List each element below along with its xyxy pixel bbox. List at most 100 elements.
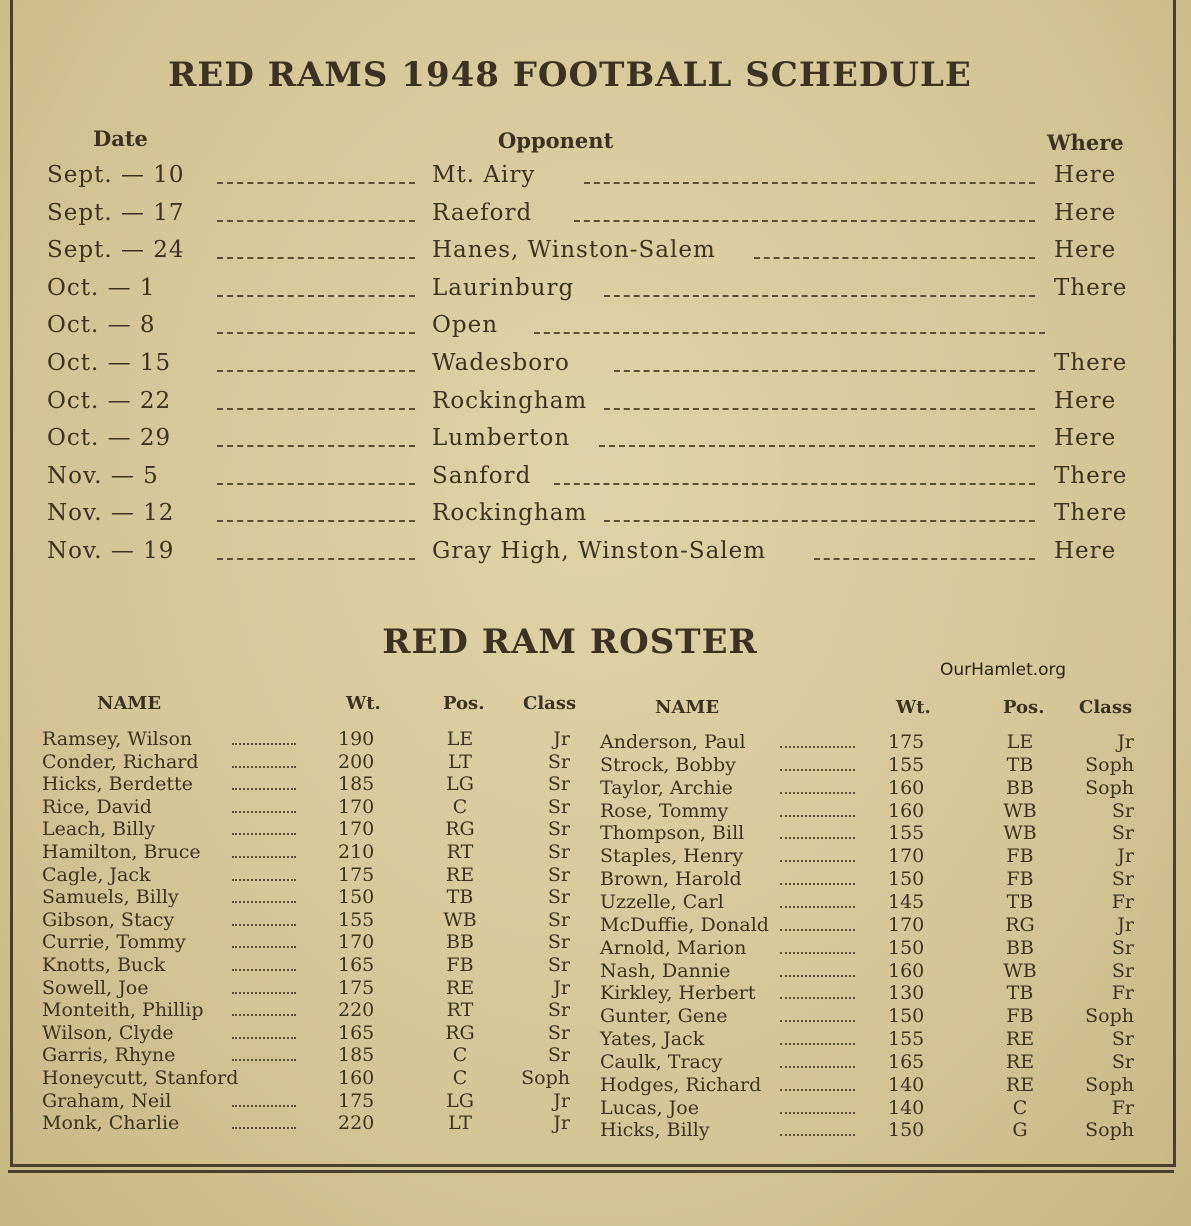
- player-class: Jr: [1117, 731, 1134, 753]
- leader-dots: [780, 974, 855, 977]
- leader-dashes: [554, 482, 1035, 485]
- roster-row: Kirkley, Herbert 130 TB Fr: [0, 982, 1191, 1004]
- header-date: Date: [93, 126, 148, 151]
- player-position: RE: [1005, 1050, 1035, 1073]
- player-weight: 185: [338, 1044, 375, 1067]
- player-position: FB: [1006, 868, 1034, 891]
- leader-dots: [232, 878, 296, 881]
- player-class: Sr: [547, 795, 570, 818]
- player-name: Hicks, Berdette: [42, 773, 193, 796]
- roster-row: Hamilton, Bruce 210 RT Sr: [0, 841, 1191, 863]
- roster-row: McDuffie, Donald 170 RG Jr: [0, 914, 1191, 936]
- player-weight: 155: [888, 1028, 925, 1051]
- roster-row: Uzzelle, Carl 145 TB Fr: [0, 891, 1191, 913]
- leader-dashes: [217, 482, 415, 485]
- player-position: C: [452, 795, 468, 818]
- leader-dots: [232, 991, 296, 994]
- game-date: Oct. — 8: [47, 312, 156, 339]
- header-pos: Pos.: [1003, 697, 1045, 718]
- player-weight: 220: [338, 999, 375, 1022]
- player-weight: 220: [338, 1112, 375, 1135]
- leader-dots: [780, 928, 855, 931]
- game-date: Nov. — 19: [47, 538, 175, 564]
- leader-dashes: [599, 445, 1035, 448]
- game-where: There: [1054, 274, 1128, 301]
- leader-dots: [232, 1014, 296, 1017]
- player-class: Fr: [1111, 890, 1134, 913]
- player-position: RT: [446, 999, 474, 1022]
- game-opponent: Gray High, Winston-Salem: [432, 538, 767, 564]
- player-weight: 200: [338, 750, 375, 773]
- player-name: Rice, David: [42, 795, 152, 818]
- player-name: Arnold, Marion: [600, 936, 747, 959]
- game-where: Here: [1054, 237, 1117, 264]
- player-weight: 155: [338, 908, 375, 931]
- player-class: Sr: [1111, 936, 1134, 959]
- player-position: TB: [1006, 753, 1034, 776]
- leader-dashes: [217, 294, 415, 297]
- player-weight: 175: [338, 976, 375, 999]
- game-where: There: [1054, 462, 1128, 489]
- header-wt: Wt.: [346, 693, 381, 714]
- player-weight: 170: [888, 913, 925, 936]
- player-weight: 150: [888, 1119, 925, 1142]
- player-position: RT: [446, 841, 474, 863]
- player-class: Sr: [547, 954, 570, 976]
- leader-dots: [780, 1065, 855, 1068]
- player-position: G: [1012, 1119, 1028, 1142]
- player-name: Hamilton, Bruce: [42, 841, 201, 863]
- schedule-row: Oct. — 8 Open: [0, 312, 1191, 348]
- player-position: RE: [1005, 1073, 1035, 1096]
- leader-dashes: [217, 182, 415, 184]
- player-name: Rose, Tommy: [600, 799, 729, 822]
- game-where: Here: [1054, 387, 1117, 414]
- player-position: WB: [1003, 959, 1037, 982]
- player-weight: 175: [338, 863, 375, 886]
- game-date: Nov. — 5: [47, 462, 159, 489]
- roster-row: Graham, Neil 175 LG Jr: [0, 1090, 1191, 1112]
- schedule-row: Sept. — 17 Raeford Here: [0, 200, 1191, 236]
- header-class: Class: [523, 693, 577, 714]
- player-weight: 145: [888, 890, 925, 913]
- player-weight: 190: [338, 728, 375, 750]
- game-where: Here: [1054, 538, 1117, 564]
- leader-dots: [780, 791, 855, 794]
- roster-row: Rice, David 170 C Sr: [0, 796, 1191, 818]
- player-class: Jr: [553, 1089, 570, 1112]
- player-class: Jr: [553, 976, 570, 999]
- player-name: Ramsey, Wilson: [42, 728, 193, 750]
- player-weight: 160: [338, 1067, 375, 1089]
- player-name: Monteith, Phillip: [42, 999, 204, 1022]
- leader-dots: [780, 1043, 855, 1046]
- player-class: Sr: [547, 750, 570, 773]
- leader-dashes: [217, 520, 415, 523]
- player-name: Brown, Harold: [600, 868, 742, 891]
- leader-dashes: [217, 332, 415, 335]
- leader-dots: [232, 856, 296, 858]
- roster-row: Ramsey, Wilson 190 LE Jr: [0, 728, 1191, 750]
- leader-dashes: [534, 332, 1045, 335]
- player-position: TB: [1006, 890, 1034, 913]
- player-position: C: [1012, 1096, 1028, 1119]
- leader-dashes: [217, 219, 415, 222]
- roster-row: Hodges, Richard 140 RE Soph: [0, 1074, 1191, 1096]
- player-position: LT: [448, 750, 472, 773]
- player-position: WB: [1003, 822, 1037, 845]
- player-weight: 155: [888, 822, 925, 845]
- player-position: BB: [446, 931, 474, 954]
- player-position: BB: [1006, 936, 1034, 959]
- player-position: RG: [445, 1021, 475, 1044]
- game-opponent: Raeford: [432, 199, 533, 226]
- game-opponent: Sanford: [432, 462, 532, 489]
- player-name: Kirkley, Herbert: [600, 982, 756, 1005]
- player-class: Soph: [521, 1067, 570, 1089]
- player-class: Sr: [547, 863, 570, 886]
- roster-row: Gunter, Gene 150 FB Soph: [0, 1005, 1191, 1027]
- leader-dots: [780, 837, 855, 840]
- player-weight: 140: [888, 1073, 925, 1096]
- game-date: Oct. — 22: [47, 387, 172, 414]
- game-where: There: [1054, 500, 1128, 527]
- player-name: Gibson, Stacy: [42, 908, 175, 931]
- player-class: Sr: [1111, 799, 1134, 822]
- player-name: Honeycutt, Stanford: [42, 1067, 239, 1089]
